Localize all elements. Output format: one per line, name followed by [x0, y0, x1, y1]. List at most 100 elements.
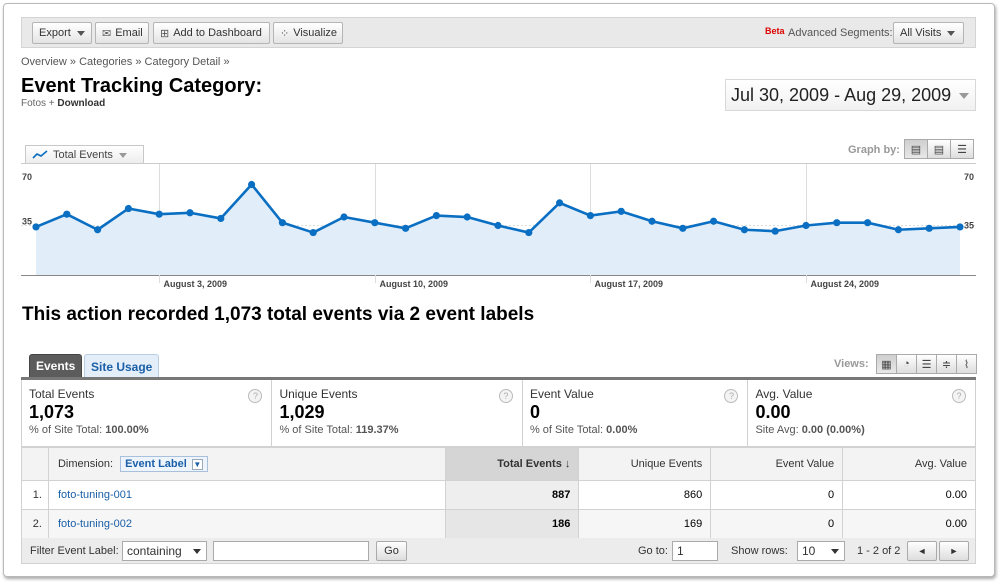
graph-by-buttons: ▤ ▤ ☰ [904, 139, 974, 159]
month-icon: ☰ [957, 143, 967, 156]
breadcrumb-overview[interactable]: Overview [21, 56, 67, 68]
export-button[interactable]: Export [32, 22, 92, 44]
filter-go-button[interactable]: Go [376, 541, 407, 561]
column-header-event-value[interactable]: Event Value [710, 447, 844, 481]
chart-x-tick-label: August 17, 2009 [595, 279, 664, 289]
chart-data-point [648, 217, 656, 225]
graph-by-week-button[interactable]: ▤ [927, 139, 951, 159]
metric-sub-prefix: % of Site Total: [279, 424, 356, 436]
table-row: 2. foto-tuning-002 186 169 0 0.00 [21, 509, 976, 539]
tab-events[interactable]: Events [29, 354, 83, 378]
filter-label: Filter Event Label: [30, 545, 119, 557]
tab-site-usage[interactable]: Site Usage [84, 354, 160, 378]
chart-data-point [617, 207, 625, 215]
filter-mode-select[interactable]: containing [122, 541, 207, 561]
chart-x-tick-label: August 10, 2009 [380, 279, 449, 289]
metric-subtext: % of Site Total: 119.37% [279, 424, 521, 436]
breadcrumb: Overview » Categories » Category Detail … [21, 56, 230, 68]
chart-data-point [278, 219, 286, 227]
export-label: Export [39, 27, 71, 39]
page-title: Event Tracking Category: [21, 75, 263, 97]
metric-sub-prefix: % of Site Total: [29, 424, 106, 436]
graph-metric-select[interactable]: Total Events [25, 145, 144, 164]
chart-data-point [340, 213, 348, 221]
metric-label: Total Events [29, 387, 95, 401]
advanced-segments-label: Advanced Segments: [788, 27, 893, 39]
chart-data-point [679, 224, 687, 232]
week-icon: ▤ [933, 143, 945, 156]
metric-value: 1,029 [279, 402, 325, 422]
chart-data-point [586, 212, 595, 220]
column-header-total-events[interactable]: Total Events ↓ [444, 447, 580, 481]
prev-page-button[interactable]: ◄ [907, 541, 937, 561]
pivot-view-button[interactable]: ⌇ [956, 354, 977, 374]
chart-area-fill [36, 184, 960, 275]
filter-input[interactable] [213, 541, 369, 561]
comparison-icon: ≑ [941, 358, 952, 371]
chart-data-point [864, 219, 872, 227]
next-page-button[interactable]: ► [939, 541, 969, 561]
dimension-value: Event Label [125, 458, 187, 470]
metric-label: Avg. Value [755, 387, 813, 401]
graph-by-day-button[interactable]: ▤ [904, 139, 928, 159]
graph-by-month-button[interactable]: ☰ [950, 139, 974, 159]
table-view-button[interactable]: ▦ [876, 354, 897, 374]
segments-select[interactable]: All Visits [893, 22, 964, 44]
help-icon[interactable]: ? [724, 389, 739, 403]
date-range-picker[interactable]: Jul 30, 2009 - Aug 29, 2009 [725, 79, 976, 111]
metric-sub-prefix: % of Site Total: [529, 424, 607, 436]
summary-heading: This action recorded 1,073 total events … [22, 304, 535, 325]
chart-data-point [525, 228, 533, 237]
column-header-unique-events[interactable]: Unique Events [578, 447, 712, 481]
metric-value: 1,073 [29, 402, 75, 422]
show-rows-select[interactable]: 10 [797, 541, 845, 561]
metric-subtext: % of Site Total: 0.00% [530, 424, 748, 436]
dashboard-label: Add to Dashboard [173, 27, 262, 39]
row-unique-events: 169 [578, 509, 712, 539]
chart-data-point [309, 228, 317, 237]
comparison-view-button[interactable]: ≑ [936, 354, 957, 374]
dimension-select[interactable]: Event Label ▼ [120, 456, 208, 472]
segments-value: All Visits [900, 27, 942, 39]
goto-page-input[interactable]: 1 [672, 541, 718, 561]
chevron-down-icon: ▼ [191, 458, 203, 470]
breadcrumb-category-detail[interactable]: Category Detail [144, 56, 221, 68]
row-total-events: 887 [444, 480, 580, 510]
table-footer: Filter Event Label: containing Go Go to:… [21, 538, 976, 564]
date-range-value: Jul 30, 2009 - Aug 29, 2009 [731, 84, 952, 105]
metric-subtext: Site Avg: 0.00 (0.00%) [755, 424, 975, 436]
metric-event-value: Event Value 0 % of Site Total: 0.00% ? [523, 380, 749, 446]
metric-sub-prefix: Site Avg: [755, 424, 802, 436]
metric-subtext: % of Site Total: 100.00% [29, 424, 271, 436]
breadcrumb-categories[interactable]: Categories [79, 56, 133, 68]
chevron-down-icon [76, 30, 85, 36]
breadcrumb-separator: » [69, 56, 77, 68]
column-header-avg-value[interactable]: Avg. Value [842, 447, 976, 481]
sparkline-icon: ⌇ [963, 358, 970, 371]
help-icon[interactable]: ? [952, 389, 966, 403]
arrow-right-icon: ► [949, 546, 959, 556]
add-to-dashboard-button[interactable]: ⊞ Add to Dashboard [153, 22, 270, 44]
graph-by-label: Graph by: [848, 144, 900, 156]
email-button[interactable]: ✉ Email [95, 22, 149, 44]
row-label-link[interactable]: foto-tuning-002 [47, 509, 446, 539]
pie-view-button[interactable]: ◔ [896, 354, 917, 374]
chart-data-point [124, 204, 132, 213]
table-row: 1. foto-tuning-001 887 860 0 0.00 [21, 480, 976, 510]
chevron-down-icon [947, 30, 956, 36]
tab-divider [21, 377, 976, 380]
arrow-left-icon: ◄ [917, 546, 927, 556]
chevron-down-icon [959, 93, 969, 99]
performance-view-button[interactable]: ☰ [916, 354, 937, 374]
row-index: 2. [21, 509, 49, 539]
chart-data-point [494, 221, 502, 230]
visualize-button[interactable]: ⁘ Visualize [273, 22, 343, 44]
help-icon[interactable]: ? [498, 389, 513, 403]
help-icon[interactable]: ? [248, 389, 263, 403]
chart-data-point [925, 224, 933, 232]
sort-desc-icon: ↓ [564, 458, 571, 470]
line-chart-icon [32, 150, 48, 159]
pie-chart-icon: ◔ [903, 358, 910, 370]
row-label-link[interactable]: foto-tuning-001 [47, 480, 446, 510]
metrics-scorecard: Total Events 1,073 % of Site Total: 100.… [21, 380, 976, 447]
